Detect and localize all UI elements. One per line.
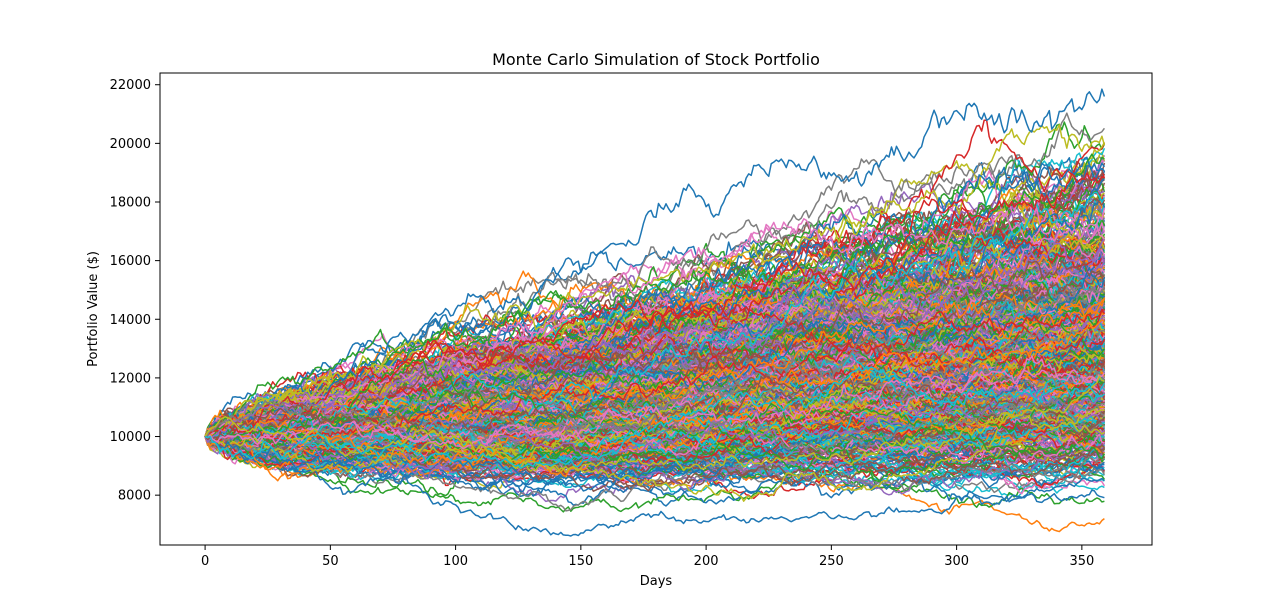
y-tick-label: 8000 — [118, 489, 151, 504]
x-tick-label: 150 — [568, 554, 593, 569]
x-tick-label: 200 — [694, 554, 719, 569]
y-tick-label: 12000 — [110, 371, 151, 386]
x-tick-label: 350 — [1069, 554, 1094, 569]
x-tick-label: 300 — [944, 554, 969, 569]
y-tick-label: 20000 — [110, 137, 151, 152]
x-tick-label: 0 — [201, 554, 209, 569]
y-tick-label: 18000 — [110, 195, 151, 210]
x-tick-label: 250 — [819, 554, 844, 569]
chart-title: Monte Carlo Simulation of Stock Portfoli… — [492, 50, 820, 69]
y-tick-label: 14000 — [110, 313, 151, 328]
x-axis-title: Days — [640, 574, 673, 589]
x-tick-label: 100 — [443, 554, 468, 569]
y-axis-title: Portfolio Value ($) — [86, 251, 101, 367]
y-tick-label: 22000 — [110, 78, 151, 93]
x-tick-label: 50 — [322, 554, 339, 569]
y-tick-label: 16000 — [110, 254, 151, 269]
y-tick-label: 10000 — [110, 430, 151, 445]
